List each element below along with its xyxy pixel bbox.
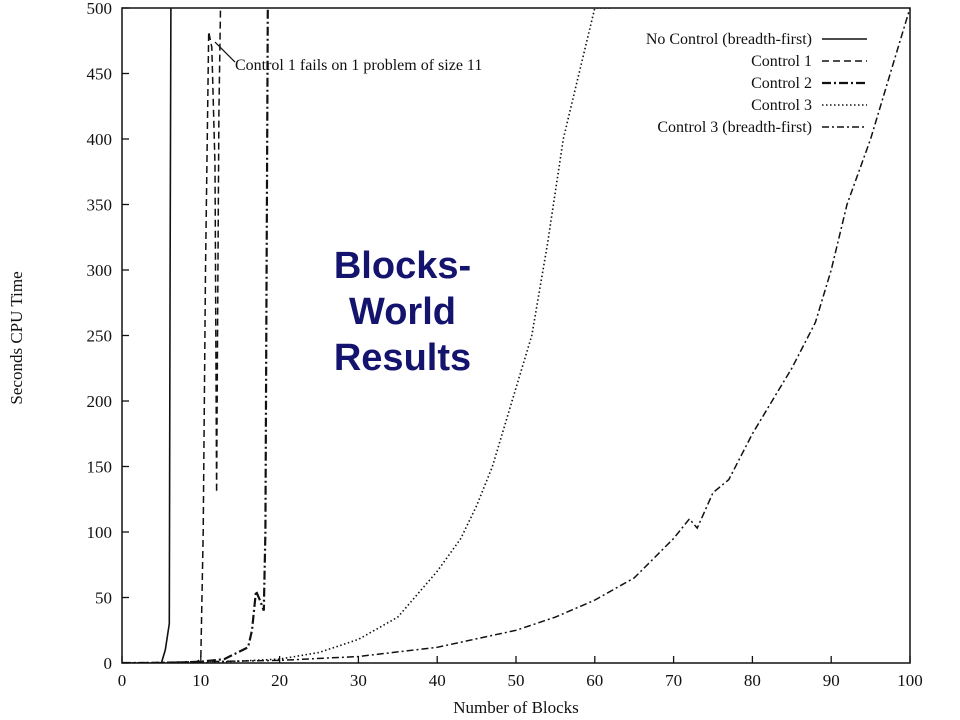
y-tick-label: 200 xyxy=(87,392,113,411)
x-tick-label: 10 xyxy=(192,671,209,690)
x-tick-label: 90 xyxy=(823,671,840,690)
y-tick-label: 50 xyxy=(95,589,112,608)
y-tick-label: 250 xyxy=(87,327,113,346)
legend-label-4: Control 3 xyxy=(751,97,812,114)
x-axis-ticks: 0 10 20 30 40 50 60 70 80 90 100 xyxy=(118,656,923,690)
annotation: Control 1 fails on 1 problem of size 11 xyxy=(214,41,482,74)
y-tick-label: 100 xyxy=(87,523,113,542)
y-tick-label: 500 xyxy=(87,0,113,18)
x-tick-label: 60 xyxy=(586,671,603,690)
y-tick-label: 350 xyxy=(87,196,113,215)
x-tick-label: 80 xyxy=(744,671,761,690)
x-axis-label: Number of Blocks xyxy=(453,698,579,717)
x-tick-label: 100 xyxy=(897,671,923,690)
x-tick-label: 30 xyxy=(350,671,367,690)
x-tick-label: 50 xyxy=(508,671,525,690)
y-axis-ticks: 0 50 100 150 200 250 300 350 400 450 500 xyxy=(87,0,129,673)
series-line-2 xyxy=(192,8,222,663)
series-line-1 xyxy=(160,8,172,663)
y-tick-label: 150 xyxy=(87,458,113,477)
annotation-leader-line xyxy=(214,41,236,63)
legend: No Control (breadth-first) Control 1 Contr… xyxy=(646,31,867,136)
x-tick-label: 0 xyxy=(118,671,127,690)
y-tick-label: 450 xyxy=(87,65,113,84)
legend-label-1: No Control (breadth-first) xyxy=(646,31,812,48)
x-tick-label: 20 xyxy=(271,671,288,690)
legend-label-2: Control 1 xyxy=(751,53,812,70)
x-tick-label: 70 xyxy=(665,671,682,690)
series-line-5 xyxy=(122,8,910,663)
x-tick-label: 40 xyxy=(429,671,446,690)
series-lines xyxy=(122,8,910,663)
y-tick-label: 0 xyxy=(104,654,113,673)
y-tick-label: 400 xyxy=(87,130,113,149)
y-tick-label: 300 xyxy=(87,261,113,280)
slide-title-overlay: Blocks-World Results xyxy=(333,245,472,379)
annotation-text: Control 1 fails on 1 problem of size 11 xyxy=(235,57,482,74)
y-axis-label: Seconds CPU Time xyxy=(7,271,26,404)
series-line-4 xyxy=(122,8,611,663)
series-line-3 xyxy=(122,8,269,663)
legend-label-3: Control 2 xyxy=(751,75,812,92)
legend-label-5: Control 3 (breadth-first) xyxy=(657,119,812,136)
